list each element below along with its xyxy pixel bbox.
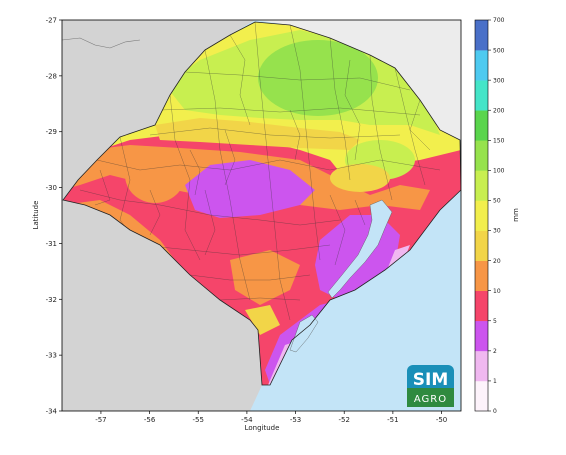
colorbar: 0 1 2 5 10 20 30 50 100 150 200 300 500 700	[474, 17, 505, 415]
colorbar-tick-label: 150	[493, 138, 505, 145]
colorbar-band	[475, 50, 488, 81]
y-axis-ticks: -27 -28 -29 -30 -31 -32 -33 -34	[46, 17, 62, 416]
colorbar-band	[475, 380, 488, 412]
colorbar-tick-label: 700	[493, 17, 505, 24]
colorbar-band	[475, 350, 488, 382]
land-outside-north	[255, 20, 461, 140]
lagoa-dos-patos	[327, 199, 393, 299]
y-tick-label: -30	[46, 184, 57, 192]
x-tick-label: -56	[144, 416, 156, 424]
colorbar-band	[475, 200, 488, 231]
colorbar-band	[475, 20, 488, 51]
y-tick-label: -28	[46, 72, 57, 80]
x-axis-ticks: -57 -56 -55 -54 -53 -52 -51 -50	[95, 411, 447, 424]
y-tick-label: -29	[46, 128, 57, 136]
y-tick-label: -27	[46, 17, 57, 25]
map-frame	[61, 19, 462, 412]
x-tick-label: -50	[436, 416, 447, 424]
colorbar-label: mm	[512, 208, 520, 222]
colorbar-band	[475, 320, 488, 352]
x-tick-label: -52	[339, 416, 350, 424]
y-axis-label: Latitude	[32, 201, 40, 230]
colorbar-band	[475, 290, 488, 322]
x-tick-label: -55	[193, 416, 204, 424]
map-panel: SIM AGRO	[62, 20, 461, 411]
colorbar-tick-label: 0	[493, 408, 497, 415]
y-tick-label: -31	[46, 240, 57, 248]
y-tick-label: -32	[46, 296, 57, 304]
colorbar-tick-label: 5	[493, 318, 497, 325]
colorbar-tick-label: 50	[493, 198, 501, 205]
colorbar-frame	[474, 19, 489, 412]
x-axis-label: Longitude	[245, 424, 280, 432]
colorbar-tick-label: 100	[493, 168, 505, 175]
y-tick-label: -33	[46, 352, 57, 360]
colorbar-band	[475, 170, 488, 201]
colorbar-tick-label: 10	[493, 288, 501, 295]
uruguay-river	[62, 37, 141, 49]
colorbar-band	[475, 140, 488, 171]
colorbar-band	[475, 230, 488, 261]
land-outside-south	[62, 200, 262, 411]
simagro-logo: SIM AGRO	[407, 365, 454, 407]
colorbar-tick-label: 2	[493, 348, 497, 355]
colorbar-tick-label: 20	[493, 258, 501, 265]
colorbar-band	[475, 80, 488, 111]
colorbar-tick-label: 200	[493, 107, 505, 114]
land-outside-west	[62, 20, 255, 200]
colorbar-tick-label: 500	[493, 47, 505, 54]
x-tick-label: -53	[290, 416, 301, 424]
colorbar-tick-label: 30	[493, 228, 501, 235]
logo-agro: AGRO	[414, 394, 447, 405]
x-tick-label: -54	[241, 416, 253, 424]
colorbar-tick-label: 300	[493, 77, 505, 84]
municipal-boundaries	[79, 22, 441, 321]
x-tick-label: -51	[387, 416, 398, 424]
logo-sim: SIM	[413, 370, 449, 390]
x-tick-label: -57	[95, 416, 106, 424]
colorbar-band	[475, 260, 488, 291]
colorbar-tick-label: 1	[493, 378, 497, 385]
colorbar-band	[475, 110, 488, 141]
y-tick-label: -34	[46, 408, 58, 416]
